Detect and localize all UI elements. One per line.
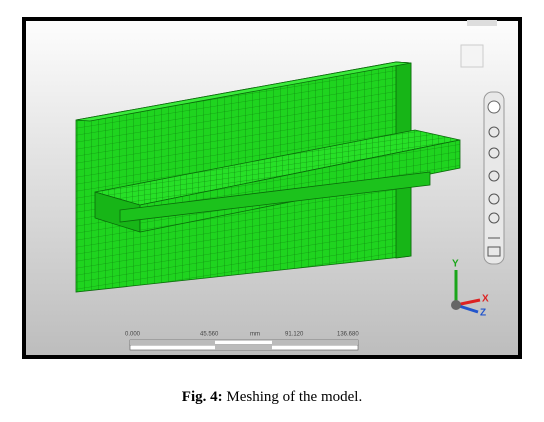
scale-label: mm bbox=[250, 332, 260, 338]
scale-label: 136.680 bbox=[337, 332, 359, 338]
axis-label: Y bbox=[452, 259, 459, 270]
axis-label: X bbox=[482, 294, 489, 305]
scale-label: 0.000 bbox=[125, 332, 141, 338]
axis-triad: Y X Z bbox=[451, 259, 489, 319]
caption-text: Meshing of the model. bbox=[226, 389, 362, 405]
nav-toolbar[interactable] bbox=[483, 91, 505, 265]
scale-bar: 0.000 45.560 mm 91.120 136.680 bbox=[125, 332, 359, 351]
axis-label: Z bbox=[480, 308, 486, 319]
scale-label: 91.120 bbox=[285, 332, 304, 338]
view-cube[interactable] bbox=[460, 20, 497, 68]
scale-label: 45.560 bbox=[200, 332, 219, 338]
caption: Fig. 4: Meshing of the model. bbox=[182, 389, 362, 405]
mesh-model bbox=[75, 61, 461, 293]
caption-label: Fig. 4: bbox=[182, 389, 223, 405]
